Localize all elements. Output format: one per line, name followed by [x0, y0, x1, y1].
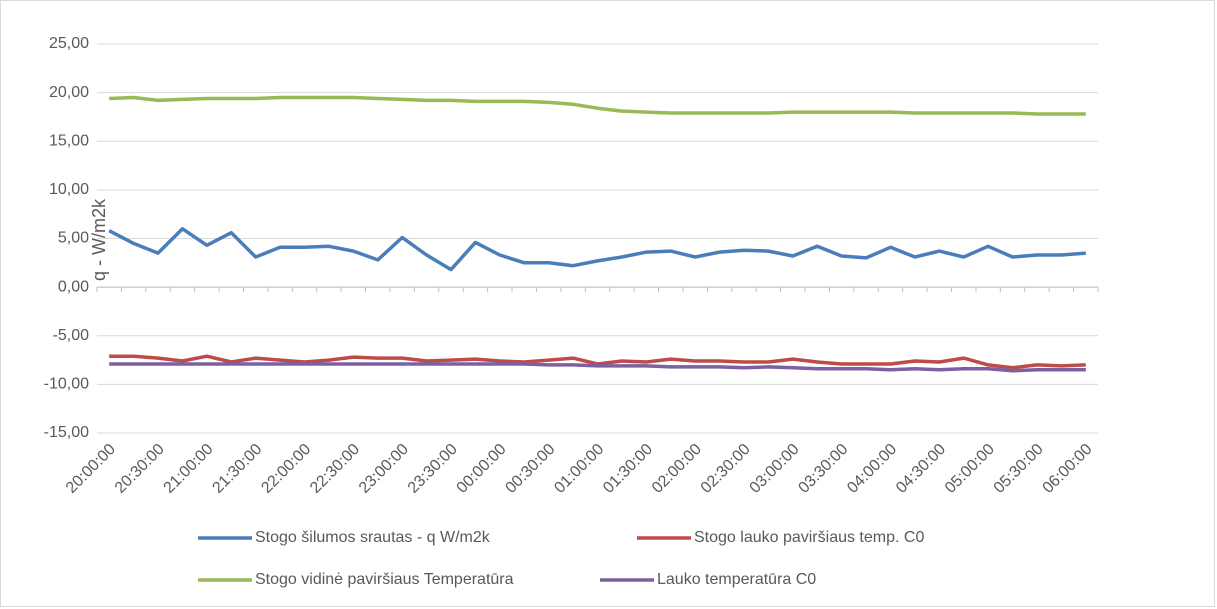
series-line: [109, 362, 1086, 373]
y-axis-label: q - W/m2k: [89, 198, 109, 281]
series-line: [109, 354, 1086, 370]
y-tick-label: 15,00: [49, 132, 89, 149]
y-tick-label: 0,00: [58, 278, 89, 295]
legend-label: Stogo lauko paviršiaus temp. C0: [694, 529, 924, 546]
y-tick-label: -5,00: [53, 327, 90, 344]
legend-label: Stogo šilumos srautas - q W/m2k: [255, 529, 491, 546]
series-line: [109, 95, 1086, 116]
series-line: [108, 227, 1086, 272]
legend-label: Stogo vidinė paviršiaus Temperatūra: [255, 571, 514, 588]
y-tick-label: -10,00: [44, 376, 89, 393]
y-tick-label: 20,00: [49, 84, 89, 101]
y-tick-label: 25,00: [49, 35, 89, 52]
legend-label: Lauko temperatūra C0: [657, 571, 816, 588]
y-tick-label: 10,00: [49, 181, 89, 198]
y-tick-label: 5,00: [58, 230, 89, 247]
y-tick-label: -15,00: [44, 424, 89, 441]
